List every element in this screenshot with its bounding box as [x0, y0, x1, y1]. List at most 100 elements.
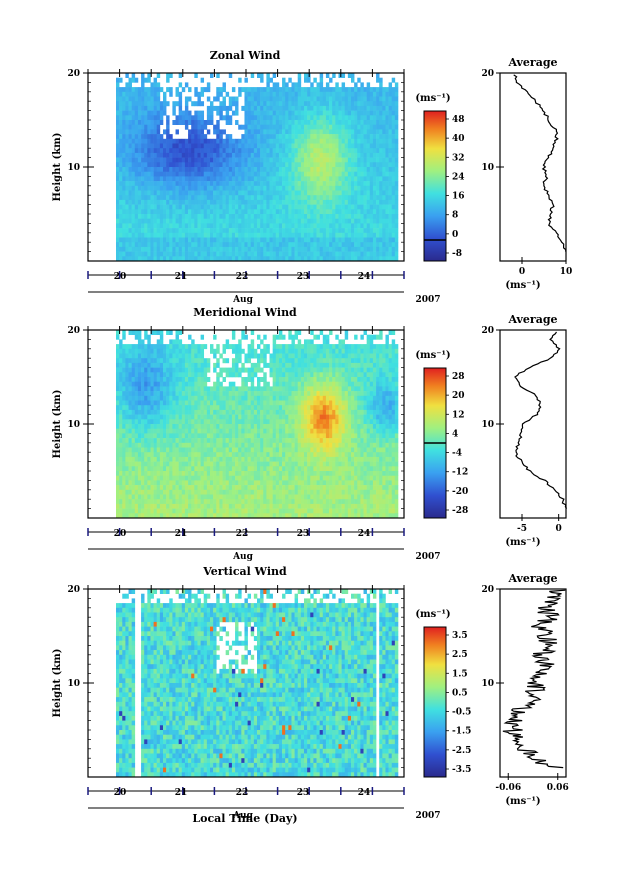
heatmap-cell [228, 499, 233, 505]
heatmap-cell [206, 358, 211, 364]
heatmap-cell [332, 148, 336, 154]
heatmap-cell [210, 138, 214, 144]
heatmap-cell [166, 330, 170, 335]
heatmap-cell [131, 195, 136, 201]
heatmap-cell [253, 162, 258, 168]
heatmap-cell [194, 485, 198, 491]
heatmap-cell [304, 110, 308, 116]
heatmap-cell [141, 129, 145, 135]
heatmap-cell [235, 353, 239, 359]
heatmap-cell [391, 91, 396, 97]
heatmap-cell [257, 176, 261, 182]
heatmap-cell [178, 204, 183, 210]
heatmap-cell [172, 195, 176, 201]
heatmap-cell [119, 447, 123, 453]
heatmap-cell [203, 466, 208, 472]
heatmap-cell [325, 124, 330, 130]
heatmap-cell [122, 372, 126, 378]
heatmap-cell [222, 115, 226, 121]
heatmap-cell [184, 485, 189, 491]
heatmap-cell [172, 419, 176, 425]
heatmap-cell [147, 339, 151, 345]
heatmap-cell [288, 195, 292, 201]
heatmap-cell [175, 424, 179, 429]
heatmap-cell [150, 344, 154, 350]
heatmap-cell [332, 242, 336, 248]
heatmap-cell [181, 167, 186, 172]
heatmap-cell [282, 204, 286, 210]
heatmap-cell [163, 190, 167, 196]
heatmap-cell [116, 400, 120, 406]
heatmap-cell [144, 405, 148, 411]
heatmap-cell [300, 228, 305, 234]
heatmap-cell [329, 124, 333, 130]
heatmap-cell [191, 138, 195, 144]
heatmap-cell [153, 447, 158, 453]
heatmap-cell [253, 110, 258, 116]
heatmap-cell [357, 209, 361, 215]
heatmap-cell [147, 489, 151, 495]
heatmap-cell [210, 447, 214, 453]
heatmap-cell [131, 447, 136, 453]
heatmap-cell [163, 386, 167, 392]
heatmap-cell [144, 138, 148, 144]
heatmap-cell [184, 110, 189, 116]
heatmap-cell [184, 176, 189, 182]
heatmap-cell [325, 134, 330, 140]
heatmap-cell [169, 176, 173, 182]
heatmap-cell [153, 105, 158, 111]
heatmap-cell [125, 143, 129, 149]
heatmap-cell [366, 162, 371, 168]
heatmap-cell [322, 162, 327, 168]
heatmap-cell [116, 195, 120, 201]
heatmap-cell [200, 503, 205, 509]
heatmap-cell [150, 204, 154, 210]
heatmap-cell [147, 157, 151, 163]
heatmap-cell [184, 162, 189, 168]
heatmap-cell [137, 452, 142, 458]
heatmap-cell [125, 447, 129, 453]
heatmap-cell [184, 381, 189, 387]
heatmap-cell [335, 181, 339, 187]
heatmap-cell [235, 181, 239, 187]
heatmap-cell [282, 181, 286, 187]
heatmap-cell [200, 438, 205, 444]
heatmap-cell [144, 513, 148, 519]
heatmap-cell [225, 456, 230, 462]
heatmap-cell [238, 162, 242, 168]
heatmap-cell [131, 344, 136, 350]
heatmap-cell [238, 124, 242, 130]
heatmap-cell [184, 204, 189, 210]
heatmap-cell [335, 171, 339, 177]
heatmap-cell [210, 237, 214, 243]
heatmap-cell [344, 148, 349, 154]
heatmap-cell [125, 452, 129, 458]
heatmap-cell [238, 251, 242, 257]
heatmap-cell [269, 91, 273, 97]
heatmap-cell [184, 256, 189, 262]
heatmap-cell [137, 475, 142, 481]
heatmap-cell [282, 228, 286, 234]
heatmap-cell [184, 157, 189, 163]
heatmap-cell [206, 400, 211, 406]
heatmap-cell [178, 167, 183, 172]
heatmap-cell [116, 461, 120, 467]
heatmap-cell [260, 176, 264, 182]
heatmap-cell [181, 195, 186, 201]
heatmap-cell [247, 513, 252, 519]
heatmap-cell [119, 176, 123, 182]
heatmap-cell [394, 256, 399, 262]
heatmap-cell [188, 344, 192, 350]
heatmap-cell [347, 176, 352, 182]
heatmap-cell [275, 171, 280, 177]
heatmap-cell [241, 167, 245, 172]
heatmap-cell [141, 82, 145, 88]
heatmap-cell [388, 199, 393, 205]
heatmap-cell [163, 405, 167, 411]
heatmap-cell [175, 91, 179, 97]
heatmap-cell [169, 162, 173, 168]
heatmap-cell [332, 251, 336, 257]
heatmap-cell [122, 442, 126, 448]
heatmap-cell [235, 391, 239, 397]
heatmap-cell [203, 433, 208, 439]
